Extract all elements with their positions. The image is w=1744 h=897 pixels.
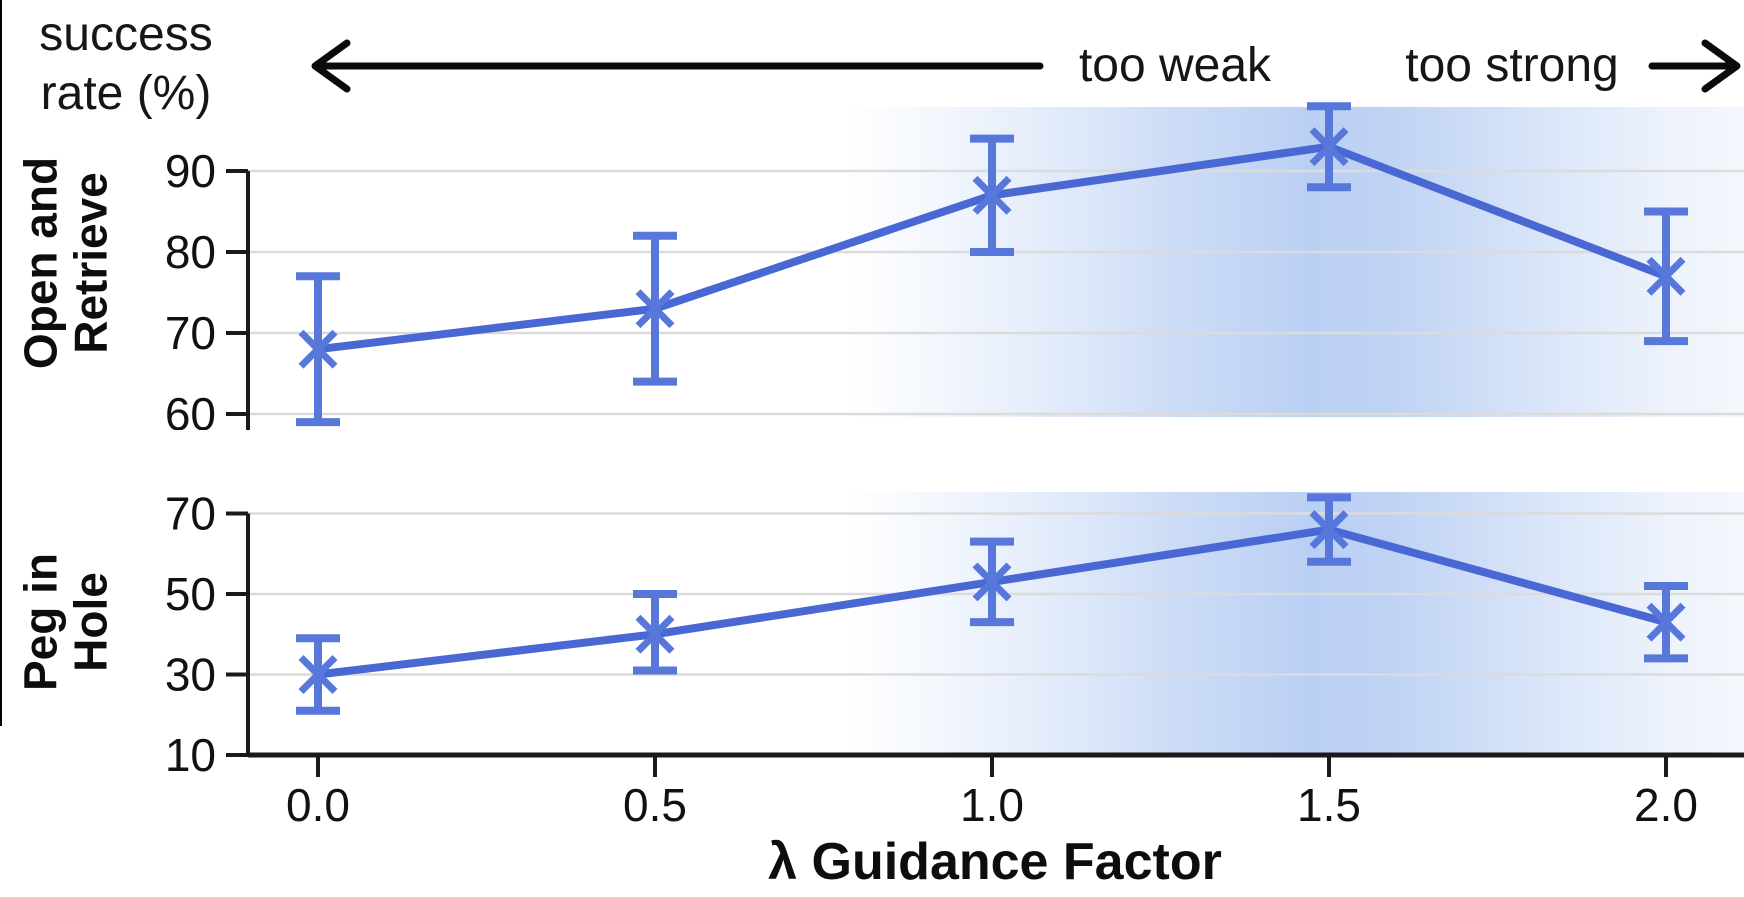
too-strong-annotation: too strong — [1405, 39, 1619, 92]
y-tick-label: 60 — [165, 388, 216, 430]
y-tick-label: 10 — [165, 729, 216, 781]
y-tick-label: 30 — [165, 649, 216, 701]
data-marker-x — [635, 614, 675, 654]
data-marker-x — [972, 562, 1012, 602]
y-tick-label: 70 — [165, 307, 216, 359]
data-marker-x — [635, 289, 675, 329]
x-tick-label: 0.5 — [623, 779, 687, 831]
shared-y-axis-label: success rate (%) — [39, 8, 213, 120]
x-tick-label: 2.0 — [1634, 779, 1698, 831]
data-marker-x — [972, 175, 1012, 215]
open-and-retrieve-plot: 90 80 70 60 — [165, 102, 1744, 430]
data-marker-x — [1309, 510, 1349, 550]
left-arrow-icon — [311, 39, 1044, 93]
data-marker-x — [298, 655, 338, 694]
peg-in-hole-plot: 70 50 30 10 0.0 0.5 1.0 1.5 2.0 — [165, 488, 1744, 831]
left-border-line — [0, 0, 2, 726]
data-marker-x — [1309, 127, 1349, 167]
x-tick-label: 0.0 — [286, 779, 350, 831]
data-marker-x — [298, 329, 338, 369]
data-marker-x — [1646, 256, 1686, 296]
too-weak-annotation: too weak — [1078, 39, 1272, 92]
x-tick-label: 1.5 — [1297, 779, 1361, 831]
x-tick-label: 1.0 — [960, 779, 1024, 831]
y-tick-label: 90 — [165, 145, 216, 197]
y-tick-label: 80 — [165, 226, 216, 278]
right-arrow-icon — [1648, 39, 1741, 93]
y-tick-label: 50 — [165, 568, 216, 620]
x-axis-title: λ Guidance Factor — [768, 833, 1222, 891]
weak-strong-arrows — [311, 39, 1741, 93]
data-marker-x — [1646, 602, 1686, 642]
y-tick-label: 70 — [165, 488, 216, 540]
